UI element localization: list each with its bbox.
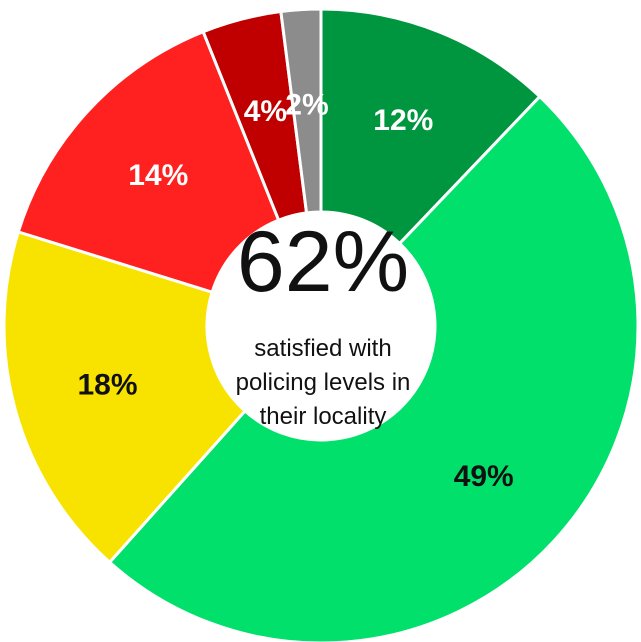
center-caption-line-2: policing levels in: [235, 369, 411, 396]
slice-label-1: 12%: [373, 104, 433, 137]
center-caption-line-1: satisfied with: [254, 335, 392, 362]
center-percentage: 62%: [236, 214, 410, 310]
slice-label-6: 2%: [285, 88, 328, 121]
slice-label-3: 18%: [77, 369, 137, 402]
center-caption-line-3: their locality: [259, 403, 387, 430]
slice-label-4: 14%: [128, 159, 188, 192]
center-caption: satisfied with policing levels in their …: [190, 332, 456, 434]
slice-label-5: 4%: [244, 95, 287, 128]
slice-label-2: 49%: [454, 460, 514, 493]
donut-hole: [207, 212, 435, 440]
